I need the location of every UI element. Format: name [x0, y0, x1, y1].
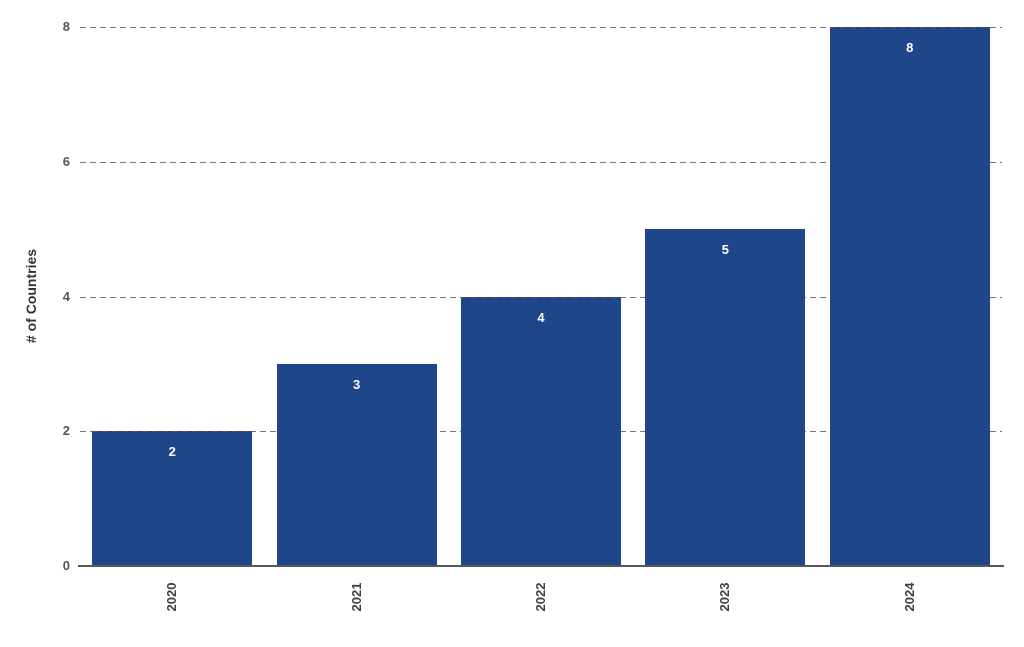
bar-value-label-2022: 4	[537, 309, 545, 325]
bar-2021: 3	[276, 363, 437, 566]
x-axis-line	[78, 565, 1004, 567]
bar-value-label-2024: 8	[906, 40, 914, 55]
bar-value-label-2023: 5	[721, 242, 729, 258]
gridline-8	[80, 27, 1002, 28]
gridline-over-bar	[461, 296, 621, 298]
gridline-6	[80, 161, 1002, 163]
bar-2023: 5	[645, 229, 806, 566]
y-tick-label-6: 6	[62, 153, 70, 169]
y-tick-label-4: 4	[62, 288, 70, 304]
gridline-over-bar	[92, 431, 253, 433]
y-tick-label-8: 8	[62, 19, 70, 34]
bar-2020: 2	[92, 431, 253, 567]
gridline-over-bar	[829, 27, 990, 28]
bar-2022: 4	[461, 296, 621, 566]
y-tick-label-0: 0	[62, 558, 70, 573]
bar-2024: 8	[829, 27, 990, 566]
bar-value-label-2021: 3	[352, 376, 361, 392]
y-tick-label-2: 2	[62, 423, 70, 439]
bar-value-label-2020: 2	[168, 444, 176, 460]
